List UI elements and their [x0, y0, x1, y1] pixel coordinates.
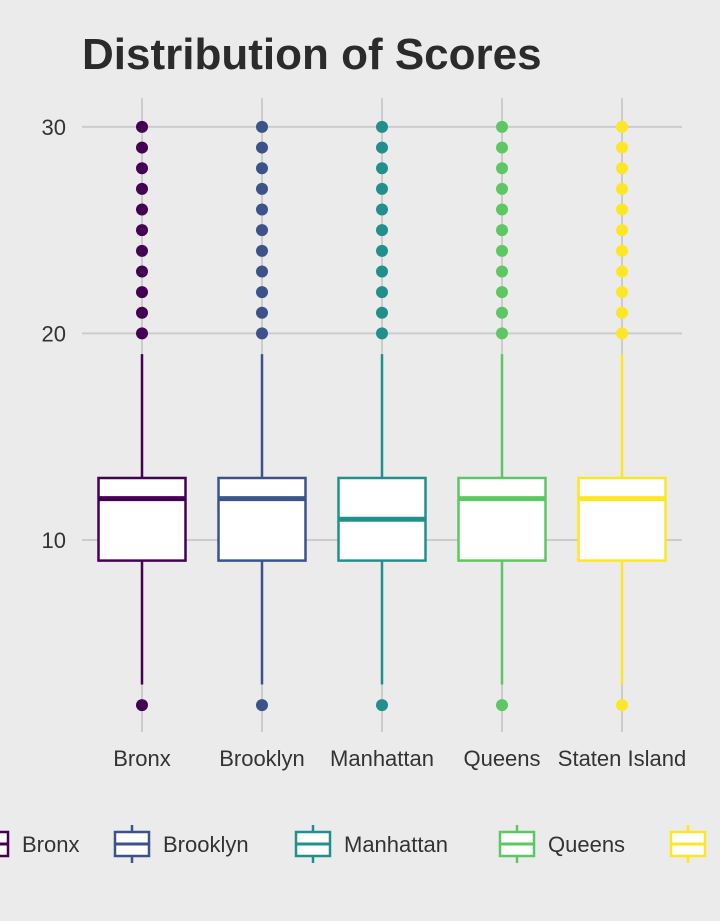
- x-tick-label: Queens: [463, 746, 540, 771]
- outlier-point: [376, 203, 388, 216]
- outlier-point: [496, 182, 508, 195]
- chart-title: Distribution of Scores: [82, 30, 542, 79]
- legend-item-staten-island: Staten Island: [669, 825, 720, 863]
- outlier-point: [616, 327, 628, 340]
- x-tick-label: Staten Island: [558, 746, 686, 771]
- outlier-point: [136, 286, 148, 299]
- legend-key: [669, 825, 707, 863]
- outlier-point: [256, 327, 268, 340]
- outlier-point: [136, 203, 148, 216]
- outlier-point: [136, 224, 148, 237]
- outlier-point: [256, 141, 268, 154]
- outlier-point: [496, 286, 508, 299]
- outlier-point: [496, 306, 508, 319]
- outlier-point: [376, 120, 388, 133]
- legend-label: Brooklyn: [163, 832, 249, 857]
- x-tick-label: Bronx: [113, 746, 170, 771]
- outlier-point: [136, 265, 148, 278]
- outlier-point: [376, 286, 388, 299]
- legend-label: Queens: [548, 832, 625, 857]
- outlier-point: [256, 162, 268, 175]
- outlier-point: [616, 224, 628, 237]
- legend-label: Bronx: [22, 832, 79, 857]
- outlier-point: [256, 244, 268, 257]
- y-axis-tick-labels: 10 20 30: [42, 115, 66, 553]
- y-tick-label: 20: [42, 321, 66, 346]
- legend-item-brooklyn: Brooklyn: [113, 825, 249, 863]
- legend-key: [294, 825, 332, 863]
- outlier-point: [616, 141, 628, 154]
- outlier-point: [256, 286, 268, 299]
- outlier-point: [616, 182, 628, 195]
- legend: Bronx Brooklyn Manhattan Queens Staten Islan…: [0, 825, 720, 863]
- box-staten-island: [577, 120, 667, 712]
- outlier-point: [136, 182, 148, 195]
- outlier-point: [376, 182, 388, 195]
- box-series: [97, 120, 667, 712]
- outlier-point: [256, 203, 268, 216]
- legend-item-manhattan: Manhattan: [294, 825, 448, 863]
- outlier-point: [496, 203, 508, 216]
- outlier-point: [376, 224, 388, 237]
- box-brooklyn: [217, 120, 307, 712]
- x-tick-label: Brooklyn: [219, 746, 305, 771]
- legend-key: [0, 830, 10, 858]
- outlier-point: [616, 244, 628, 257]
- x-tick-label: Manhattan: [330, 746, 434, 771]
- outlier-point: [496, 141, 508, 154]
- outlier-point: [376, 244, 388, 257]
- outlier-point: [376, 327, 388, 340]
- outlier-point: [256, 182, 268, 195]
- legend-item-queens: Queens: [498, 825, 625, 863]
- box-bronx: [97, 120, 187, 712]
- outlier-point: [496, 224, 508, 237]
- outlier-point: [376, 699, 388, 712]
- outlier-point: [616, 265, 628, 278]
- outlier-point: [496, 327, 508, 340]
- outlier-point: [136, 244, 148, 257]
- legend-label: Manhattan: [344, 832, 448, 857]
- x-axis-tick-labels: Bronx Brooklyn Manhattan Queens Staten Islan…: [113, 746, 686, 771]
- outlier-point: [496, 162, 508, 175]
- box-manhattan: [337, 120, 427, 712]
- outlier-point: [376, 162, 388, 175]
- outlier-point: [616, 120, 628, 133]
- outlier-point: [496, 699, 508, 712]
- outlier-point: [376, 141, 388, 154]
- outlier-point: [136, 306, 148, 319]
- legend-item-bronx: Bronx: [0, 830, 79, 858]
- outlier-point: [256, 699, 268, 712]
- outlier-point: [616, 203, 628, 216]
- outlier-point: [616, 306, 628, 319]
- box-body: [97, 476, 187, 562]
- outlier-point: [616, 699, 628, 712]
- legend-key: [113, 825, 151, 863]
- outlier-point: [376, 306, 388, 319]
- outlier-point: [496, 265, 508, 278]
- legend-key: [498, 825, 536, 863]
- box-body: [577, 476, 667, 562]
- outlier-point: [136, 120, 148, 133]
- box-body: [457, 476, 547, 562]
- outlier-point: [496, 120, 508, 133]
- box-body: [217, 476, 307, 562]
- outlier-point: [256, 306, 268, 319]
- outlier-point: [616, 286, 628, 299]
- outlier-point: [256, 224, 268, 237]
- outlier-point: [256, 265, 268, 278]
- y-tick-label: 30: [42, 115, 66, 140]
- outlier-point: [136, 327, 148, 340]
- outlier-point: [256, 120, 268, 133]
- outlier-point: [136, 141, 148, 154]
- outlier-point: [136, 162, 148, 175]
- outlier-point: [616, 162, 628, 175]
- outlier-point: [136, 699, 148, 712]
- y-tick-label: 10: [42, 528, 66, 553]
- outlier-point: [496, 244, 508, 257]
- outlier-point: [376, 265, 388, 278]
- box-queens: [457, 120, 547, 712]
